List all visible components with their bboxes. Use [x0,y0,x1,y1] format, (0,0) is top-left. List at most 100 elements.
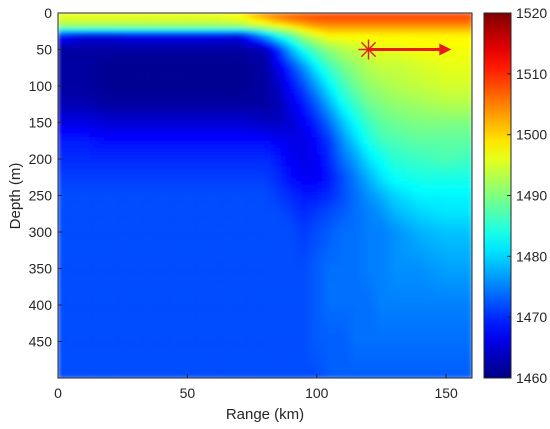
heatmap-cell [202,96,209,102]
heatmap-cell [197,133,204,138]
heatmap-cell [99,67,106,72]
heatmap-cell [249,75,256,80]
heatmap-cell [228,159,235,164]
heatmap-cell [285,49,292,54]
heatmap-cell [223,96,230,102]
heatmap-cell [120,78,126,83]
heatmap-cell [275,206,282,211]
heatmap-cell [420,151,427,156]
heatmap-cell [337,202,344,208]
heatmap-cell [285,217,292,222]
heatmap-cell [420,104,427,109]
heatmap-cell [68,184,75,189]
heatmap-cell [425,148,432,153]
heatmap-cell [208,129,214,135]
heatmap-cell [208,67,214,72]
heatmap-cell [327,71,333,76]
heatmap-cell [404,166,411,171]
heatmap-cell [73,75,80,80]
heatmap-cell [140,93,147,98]
heatmap-cell [404,162,411,167]
heatmap-cell [58,31,64,36]
heatmap-cell [130,20,137,25]
heatmap-cell [420,221,427,226]
heatmap-cell [104,144,111,149]
heatmap-cell [249,159,256,164]
heatmap-cell [451,151,458,156]
heatmap-cell [316,228,323,233]
heatmap-cell [378,67,385,72]
heatmap-cell [218,23,225,29]
heatmap-cell [301,111,307,116]
heatmap-cell [197,202,204,208]
heatmap-cell [259,23,266,29]
heatmap-cell [363,75,370,80]
heatmap-cell [306,159,313,164]
heatmap-cell [254,213,261,218]
heatmap-cell [363,126,370,131]
heatmap-cell [461,221,468,226]
heatmap-cell [114,206,121,211]
heatmap-cell [145,140,152,145]
heatmap-cell [420,217,427,222]
heatmap-cell [151,56,157,62]
heatmap-cell [409,100,416,105]
heatmap-cell [270,129,276,135]
heatmap-cell [259,221,266,226]
heatmap-cell [446,184,452,189]
heatmap-cell [130,16,137,21]
heatmap-cell [352,111,359,116]
heatmap-cell [368,184,375,189]
heatmap-cell [151,31,157,36]
heatmap-cell [363,221,370,226]
heatmap-cell [109,115,116,120]
heatmap-cell [73,235,80,240]
heatmap-cell [213,166,220,171]
heatmap-cell [420,173,427,178]
heatmap-cell [228,111,235,116]
heatmap-cell [166,140,173,145]
heatmap-cell [316,129,323,135]
heatmap-cell [435,224,442,229]
heatmap-cell [78,169,85,175]
heatmap-cell [94,151,100,156]
heatmap-cell [83,210,90,215]
heatmap-cell [83,93,90,98]
heatmap-cell [78,71,85,76]
heatmap-cell [301,45,307,51]
heatmap-cell [461,166,468,171]
heatmap-cell [187,184,194,189]
heatmap-cell [99,169,106,175]
heatmap-cell [68,137,75,142]
heatmap-cell [89,122,95,127]
heatmap-cell [254,82,261,87]
heatmap-cell [99,93,106,98]
heatmap-cell [135,71,142,76]
heatmap-cell [233,86,240,91]
heatmap-cell [290,93,297,98]
heatmap-cell [254,49,261,54]
heatmap-cell [218,27,225,32]
heatmap-cell [151,82,157,87]
heatmap-cell [404,137,411,142]
heatmap-cell [213,180,220,186]
heatmap-cell [182,34,188,40]
heatmap-cell [254,224,261,229]
heatmap-cell [342,71,349,76]
heatmap-cell [228,213,235,218]
heatmap-cell [140,100,147,105]
heatmap-cell [120,13,126,18]
heatmap-cell [409,140,416,145]
heatmap-cell [306,53,313,58]
heatmap-cell [285,184,292,189]
heatmap-cell [394,100,401,105]
heatmap-cell [296,13,302,18]
heatmap-cell [337,111,344,116]
heatmap-cell [311,107,318,113]
heatmap-cell [109,45,116,51]
heatmap-cell [394,75,401,80]
heatmap-cell [156,129,163,135]
heatmap-cell [89,173,95,178]
heatmap-cell [213,148,220,153]
heatmap-cell [311,86,318,91]
